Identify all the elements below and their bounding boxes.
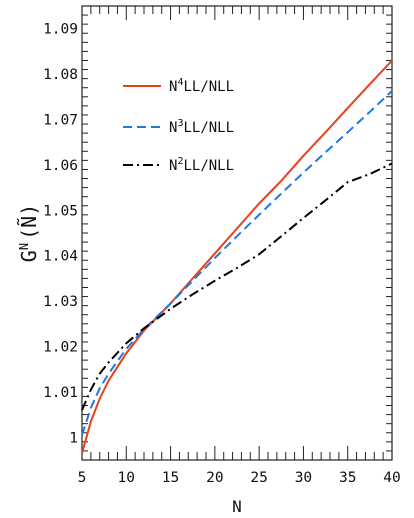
plot-frame <box>81 5 393 461</box>
y-tick-labels: 1 1.01 1.02 1.03 1.04 1.05 1.06 1.07 1.08 1.09 <box>43 22 78 447</box>
legend-label-1: N4LL/NLL <box>169 77 234 95</box>
series-line-1 <box>81 59 393 454</box>
y-tick-label: 1.01 <box>43 385 78 401</box>
x-tick-label: 10 <box>118 470 135 486</box>
series-lines <box>81 59 393 454</box>
y-tick-label: 1 <box>69 430 78 446</box>
y-tick-label: 1.09 <box>43 22 78 38</box>
x-tick-label: 40 <box>383 470 400 486</box>
y-tick-label: 1.07 <box>43 113 78 129</box>
x-tick-label: 5 <box>78 470 87 486</box>
minor-ticks <box>82 5 392 461</box>
y-axis-title: GN (Ñ) <box>17 204 41 262</box>
y-axis-title-arg: (Ñ) <box>17 204 41 240</box>
y-tick-label: 1.08 <box>43 67 78 83</box>
x-tick-label: 20 <box>206 470 223 486</box>
x-tick-label: 30 <box>295 470 312 486</box>
y-axis-title-base: G <box>17 250 41 262</box>
x-tick-labels: 5 10 15 20 25 30 35 40 <box>78 470 401 486</box>
y-axis-title-sup: N <box>17 243 31 250</box>
x-tick-label: 15 <box>162 470 179 486</box>
y-tick-label: 1.05 <box>43 203 78 219</box>
major-ticks <box>81 6 393 460</box>
series-line-2 <box>81 90 393 436</box>
y-tick-label: 1.03 <box>43 294 78 310</box>
y-tick-label: 1.06 <box>43 158 78 174</box>
legend-label-3: N2LL/NLL <box>169 156 234 174</box>
x-axis-title: N <box>232 497 242 516</box>
legend-label-2: N3LL/NLL <box>169 118 234 136</box>
x-tick-label: 35 <box>339 470 356 486</box>
y-tick-label: 1.04 <box>43 249 78 265</box>
y-tick-label: 1.02 <box>43 340 78 356</box>
x-tick-label: 25 <box>250 470 267 486</box>
series-line-3 <box>81 162 393 411</box>
legend: N4LL/NLL N3LL/NLL N2LL/NLL <box>123 77 234 174</box>
